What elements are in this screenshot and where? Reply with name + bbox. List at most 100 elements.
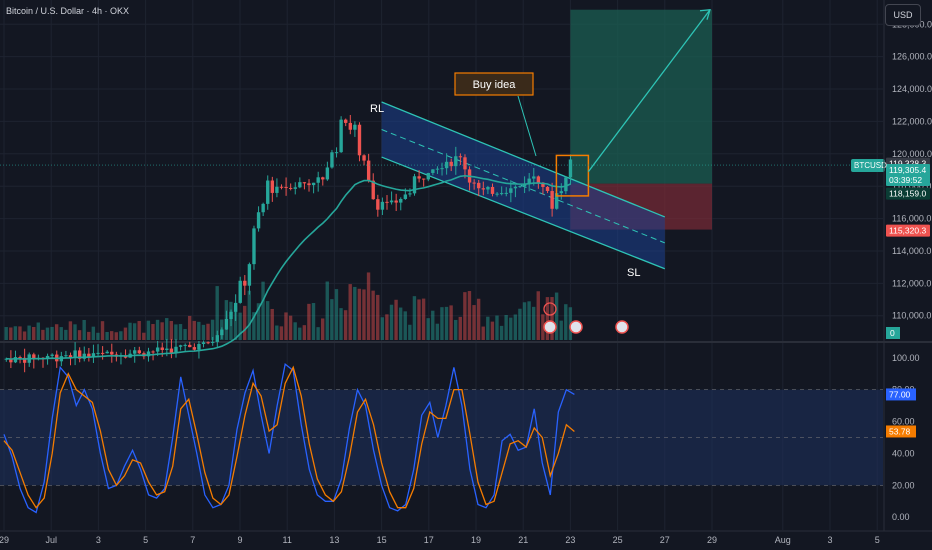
symbol-label: BTCUSD: [854, 161, 887, 170]
volume-bar: [210, 319, 215, 340]
volume-bar: [316, 327, 320, 340]
price-tag: [886, 187, 930, 200]
volume-bar: [431, 310, 435, 340]
callout-line: [517, 95, 537, 157]
candle-body: [183, 344, 187, 346]
volume-bar: [192, 320, 196, 340]
volume-bar: [146, 320, 151, 340]
candle-body: [302, 182, 307, 184]
volume-bar: [18, 326, 22, 340]
volume-bar: [54, 324, 59, 340]
volume-bar: [279, 326, 284, 340]
volume-bar: [527, 301, 531, 340]
stoch-tick-label: 40.00: [892, 448, 915, 458]
volume-bar: [114, 332, 118, 340]
candle-body: [564, 177, 568, 192]
volume-bar: [142, 332, 146, 340]
stoch-tick-label: 0.00: [892, 512, 910, 522]
candle-body: [472, 182, 476, 184]
candle-body: [82, 353, 86, 359]
sl-label: SL: [627, 267, 640, 279]
volume-bar: [82, 319, 86, 340]
candle-body: [73, 350, 77, 358]
volume-bar: [128, 322, 132, 340]
stoch-d-tag: [886, 425, 916, 438]
volume-bar: [559, 320, 563, 340]
candle-body: [206, 342, 210, 344]
candle-body: [555, 193, 559, 209]
candle-body: [229, 311, 233, 319]
volume-bar: [91, 326, 96, 340]
stoch-k-line: [3, 362, 575, 514]
candle-body: [490, 186, 495, 194]
candle-body: [339, 119, 343, 153]
volume-bar: [394, 299, 398, 340]
candle-body: [440, 168, 444, 170]
candle-body: [243, 280, 247, 286]
candle-body: [536, 176, 541, 183]
candle-body: [454, 156, 458, 167]
economic-event-icon: [543, 320, 557, 334]
candle-body: [316, 177, 320, 183]
candle-body: [22, 357, 27, 363]
buy-idea-label: Buy idea: [473, 79, 517, 91]
volume-bar: [467, 291, 472, 340]
stoch-tick-label: 100.00: [892, 353, 920, 363]
volume-bar: [87, 331, 91, 340]
volume-bar: [330, 299, 334, 340]
candle-body: [270, 180, 275, 193]
candle-body: [412, 176, 417, 194]
volume-bar: [522, 302, 527, 340]
chart-title: Bitcoin / U.S. Dollar · 4h · OKX: [6, 6, 130, 16]
candle-body: [64, 355, 68, 357]
volume-bar: [440, 307, 444, 340]
volume-bar: [454, 319, 458, 340]
candle-body: [288, 187, 293, 189]
volume-bar: [169, 320, 174, 340]
currency-button[interactable]: USD: [885, 4, 921, 26]
time-tick-label: 11: [283, 535, 292, 545]
time-tick-label: 3: [96, 535, 101, 545]
candle-body: [417, 176, 421, 179]
volume-bar: [421, 298, 426, 340]
time-tick-label: 9: [237, 535, 242, 545]
time-tick-label: 25: [613, 535, 623, 545]
volume-bar: [68, 321, 73, 340]
volume-bar: [334, 289, 339, 340]
volume-bar: [417, 299, 421, 340]
candle-body: [399, 198, 403, 203]
volume-bar: [320, 318, 325, 340]
rl-label: RL: [370, 103, 384, 115]
candle-body: [380, 201, 385, 210]
volume-bar: [137, 321, 141, 340]
time-tick-label: 13: [329, 535, 339, 545]
price-tag: [886, 224, 930, 237]
volume-bar: [307, 303, 311, 340]
volume-bar: [403, 311, 407, 340]
time-tick-label: 3: [827, 535, 832, 545]
volume-bar: [233, 306, 238, 340]
volume-bar: [463, 292, 467, 340]
candle-body: [224, 318, 229, 330]
price-tick-label: 126,000.0: [892, 52, 932, 62]
channel-mid-line: [381, 129, 665, 244]
candle-body: [385, 201, 389, 203]
stoch-d-value: 53.78: [889, 426, 911, 436]
time-tick-label: 7: [190, 535, 195, 545]
volume-bar: [550, 297, 554, 340]
volume-bar: [13, 326, 18, 340]
candle-body: [559, 191, 563, 194]
volume-bar: [270, 308, 274, 340]
price-tick-label: 122,000.0: [892, 116, 932, 126]
candle-body: [449, 161, 453, 167]
candle-body: [279, 186, 284, 188]
stoch-tick-label: 60.00: [892, 417, 915, 427]
price-tick-label: 124,000.0: [892, 84, 932, 94]
volume-bar: [426, 318, 430, 340]
candle-body: [431, 169, 435, 173]
volume-bar: [151, 324, 155, 340]
volume-bar: [449, 305, 453, 340]
candle-body: [261, 203, 265, 213]
candle-body: [68, 355, 73, 358]
